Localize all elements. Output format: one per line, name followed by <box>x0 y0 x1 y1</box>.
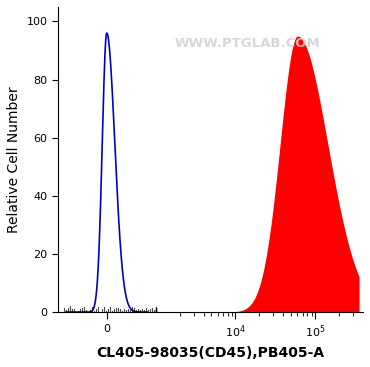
X-axis label: CL405-98035(CD45),PB405-A: CL405-98035(CD45),PB405-A <box>97 346 324 360</box>
Text: WWW.PTGLAB.COM: WWW.PTGLAB.COM <box>174 37 320 50</box>
Y-axis label: Relative Cell Number: Relative Cell Number <box>7 86 21 233</box>
